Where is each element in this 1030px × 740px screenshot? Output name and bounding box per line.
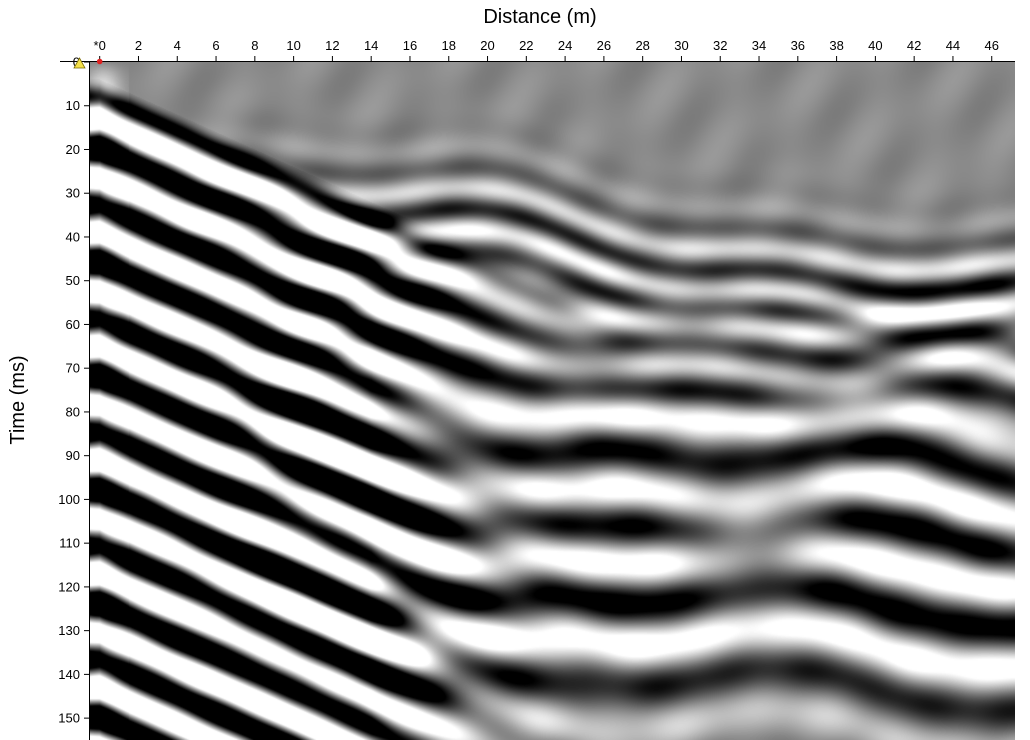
x-tick-label: *0 (94, 38, 106, 53)
x-tick-label: 8 (251, 38, 258, 53)
y-tick-label: 120 (58, 579, 80, 594)
time-zero-marker (73, 57, 86, 69)
x-axis-title: Distance (m) (483, 6, 596, 28)
x-tick-label: 38 (829, 38, 843, 53)
x-tick-label: 10 (286, 38, 300, 53)
y-tick-label: 0 (73, 55, 80, 70)
x-tick-label: 20 (480, 38, 494, 53)
x-tick-label: 46 (984, 38, 998, 53)
x-tick-label: 4 (174, 38, 181, 53)
x-tick-label: 42 (907, 38, 921, 53)
x-tick-label: 2 (135, 38, 142, 53)
y-tick-label: 80 (66, 404, 80, 419)
y-tick-label: 100 (58, 492, 80, 507)
y-tick-label: 140 (58, 667, 80, 682)
y-axis-title: Time (ms) (7, 355, 29, 444)
y-tick-label: 40 (66, 229, 80, 244)
y-tick-label: 110 (59, 536, 80, 551)
y-tick-label: 50 (66, 273, 80, 288)
x-tick-label: 14 (364, 38, 378, 53)
x-tick-label: 40 (868, 38, 882, 53)
x-tick-label: 30 (674, 38, 688, 53)
y-tick-label: 70 (66, 361, 80, 376)
y-tick-label: 20 (66, 142, 80, 157)
x-tick-label: 16 (403, 38, 417, 53)
x-tick-label: 34 (752, 38, 766, 53)
source-position-marker (96, 58, 103, 65)
x-tick-label: 32 (713, 38, 727, 53)
plot-area (90, 62, 1015, 740)
x-tick-label: 22 (519, 38, 533, 53)
x-tick-label: 6 (212, 38, 219, 53)
x-tick-label: 12 (325, 38, 339, 53)
x-tick-label: 44 (946, 38, 960, 53)
y-tick-label: 60 (66, 317, 80, 332)
x-tick-label: 36 (791, 38, 805, 53)
y-tick-label: 130 (58, 623, 80, 638)
y-tick-label: 30 (66, 186, 80, 201)
markers (73, 57, 103, 69)
x-axis: *0 2 4 6 8 10 12 14 16 18 20 22 24 26 28 30 32 34 36 38 40 42… (60, 38, 1015, 62)
y-tick-label: 150 (58, 711, 80, 726)
x-tick-label: 28 (635, 38, 649, 53)
x-tick-label: 26 (597, 38, 611, 53)
x-tick-label: 24 (558, 38, 572, 53)
x-tick-label: 18 (442, 38, 456, 53)
y-tick-label: 90 (66, 448, 80, 463)
seismic-section-image (90, 62, 1015, 740)
y-axis: 0 10 20 30 40 50 60 70 80 90 100 110 120 130 140 150 (58, 55, 90, 740)
y-tick-label: 10 (66, 98, 80, 113)
